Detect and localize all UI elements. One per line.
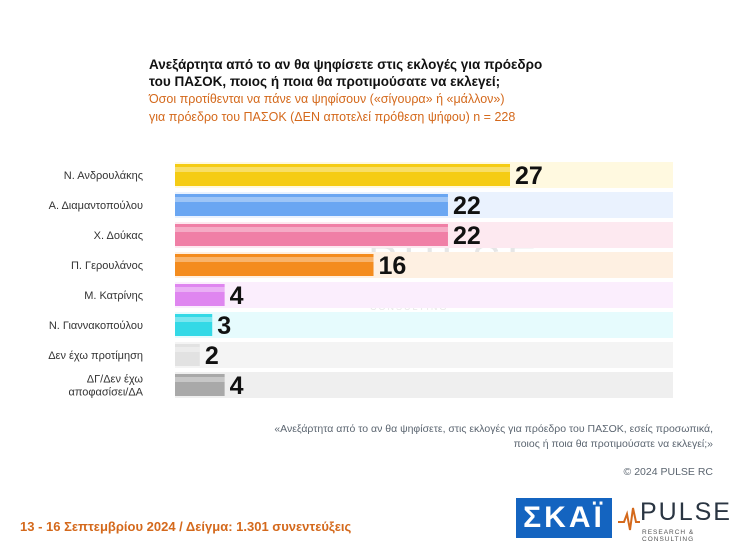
category-label: Χ. Δούκας <box>94 230 143 242</box>
data-label: 3 <box>217 312 231 340</box>
data-label: 27 <box>515 162 543 190</box>
survey-dates-sample: 13 - 16 Σεπτεμβρίου 2024 / Δείγμα: 1.301… <box>20 519 352 534</box>
bar-highlight <box>175 257 374 262</box>
data-label: 4 <box>230 372 244 400</box>
bar <box>175 224 448 246</box>
question-wording-line-2: ποιος ή ποια θα προτιμούσατε να εκλεγεί;… <box>513 438 713 450</box>
chart-title-line-2: του ΠΑΣΟΚ, ποιος ή ποια θα προτιμούσατε … <box>149 74 501 89</box>
bar-highlight <box>175 197 448 202</box>
data-label: 4 <box>230 282 244 310</box>
bar <box>175 344 200 366</box>
category-label: Μ. Κατρίνης <box>84 290 143 302</box>
category-label: Π. Γερουλάνος <box>71 260 143 272</box>
bar-highlight <box>175 227 448 232</box>
horizontal-bar-chart: Ν. Ανδρουλάκης 27 Α. Διαμαντοπούλου 22 Χ. Δο… <box>48 162 673 400</box>
data-label: 2 <box>205 342 219 370</box>
category-label: Ν. Γιαννακοπούλου <box>49 320 143 332</box>
bar-track <box>175 372 673 398</box>
bar <box>175 374 225 396</box>
copyright-text: © 2024 PULSE RC <box>623 466 713 478</box>
chart-subtitle-line-2: για πρόεδρο του ΠΑΣΟΚ (ΔΕΝ αποτελεί πρόθ… <box>149 110 516 124</box>
bar-highlight <box>175 377 225 382</box>
bar-track <box>175 312 673 338</box>
data-label: 16 <box>379 252 407 280</box>
bar <box>175 314 213 336</box>
bar-highlight <box>175 167 510 172</box>
category-label: Δεν έχω προτίμηση <box>48 350 143 362</box>
category-label: ΔΓ/Δεν έχω αποφασίσει/ΔΑ <box>68 374 143 399</box>
bar-highlight <box>175 317 213 322</box>
pulse-logo: PULSE RESEARCH & CONSULTING <box>618 498 732 543</box>
pulse-logo-subtext: RESEARCH & CONSULTING <box>642 529 695 543</box>
chart-subtitle-line-1: Όσοι προτίθενται να πάνε να ψηφίσουν («σ… <box>149 92 505 106</box>
pulse-heartbeat-icon <box>618 507 640 531</box>
bar-track <box>175 342 673 368</box>
skai-logo: ΣΚΑΪ <box>516 498 612 538</box>
question-wording: «Ανεξάρτητα από το αν θα ψηφίσετε, στις … <box>153 422 713 452</box>
bar-highlight <box>175 347 200 352</box>
category-label: Α. Διαμαντοπούλου <box>49 200 143 212</box>
bar <box>175 194 448 216</box>
bar <box>175 254 374 276</box>
data-label: 22 <box>453 192 481 220</box>
category-label: Ν. Ανδρουλάκης <box>64 170 143 182</box>
bar-highlight <box>175 287 225 292</box>
data-label: 22 <box>453 222 481 250</box>
pulse-logo-word: PULSE <box>640 498 732 526</box>
question-wording-line-1: «Ανεξάρτητα από το αν θα ψηφίσετε, στις … <box>274 423 713 435</box>
bar-track <box>175 282 673 308</box>
bar <box>175 284 225 306</box>
bar <box>175 164 510 186</box>
chart-title-line-1: Ανεξάρτητα από το αν θα ψηφίσετε στις εκ… <box>149 57 543 72</box>
title-block: Ανεξάρτητα από το αν θα ψηφίσετε στις εκ… <box>149 56 619 126</box>
